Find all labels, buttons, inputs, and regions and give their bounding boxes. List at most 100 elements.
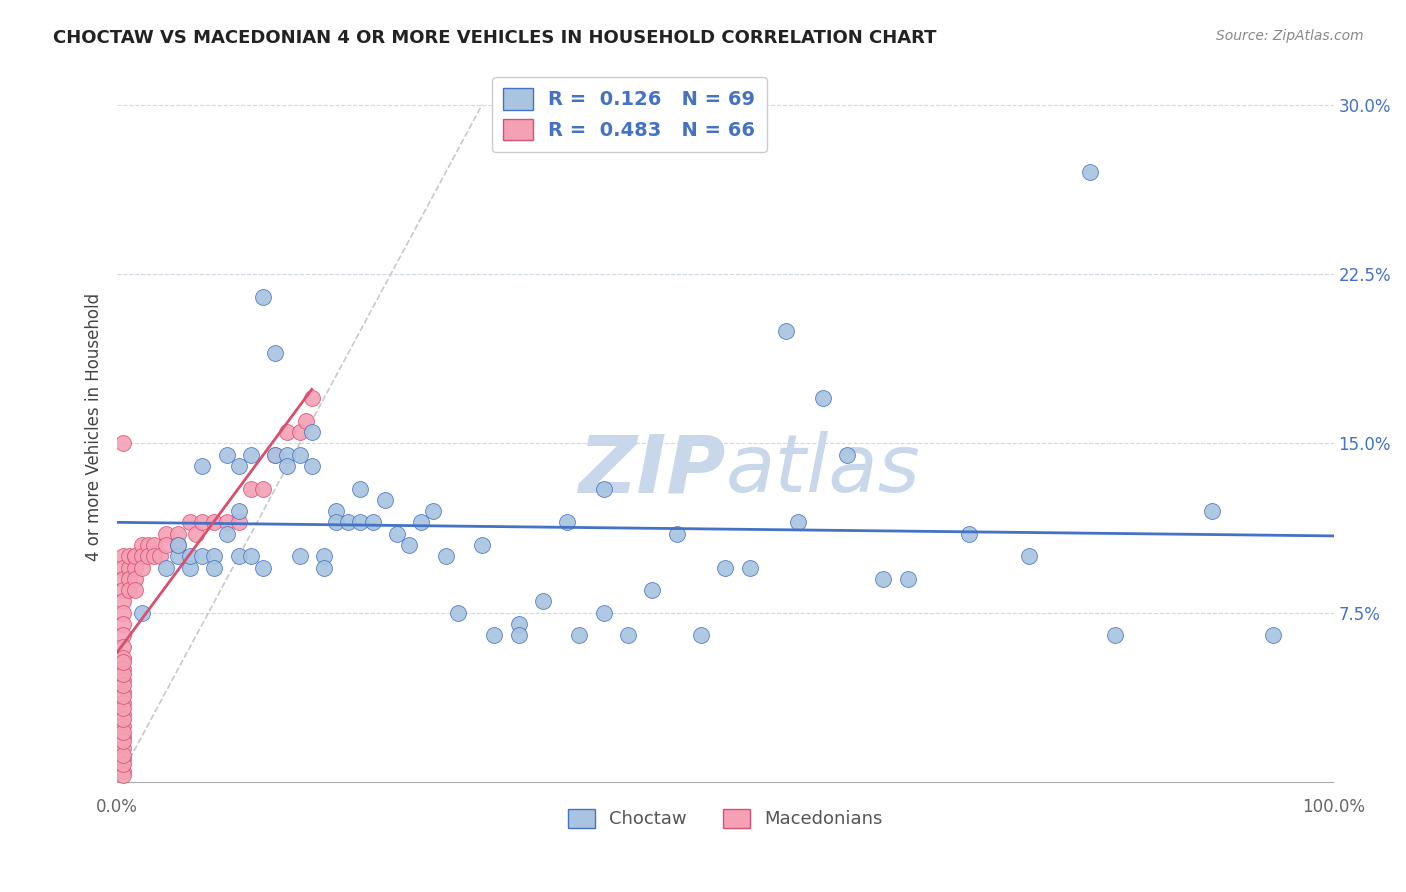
Y-axis label: 4 or more Vehicles in Household: 4 or more Vehicles in Household bbox=[86, 293, 103, 560]
Point bbox=[325, 516, 347, 530]
Point bbox=[592, 606, 614, 620]
Point bbox=[738, 560, 761, 574]
Point bbox=[617, 628, 640, 642]
Point bbox=[447, 606, 470, 620]
Point bbox=[312, 549, 335, 564]
Point bbox=[1201, 504, 1223, 518]
Point bbox=[124, 560, 146, 574]
Point bbox=[112, 718, 135, 732]
Point bbox=[349, 482, 371, 496]
Point bbox=[112, 757, 135, 772]
Point bbox=[118, 549, 141, 564]
Point bbox=[787, 516, 810, 530]
Point bbox=[484, 628, 506, 642]
Point bbox=[288, 549, 311, 564]
Point bbox=[112, 560, 135, 574]
Point bbox=[215, 516, 238, 530]
Point bbox=[179, 516, 201, 530]
Point bbox=[294, 414, 316, 428]
Point bbox=[228, 516, 250, 530]
Point bbox=[131, 538, 153, 552]
Point bbox=[411, 516, 433, 530]
Point bbox=[112, 678, 135, 692]
Point bbox=[112, 712, 135, 726]
Point bbox=[112, 747, 135, 762]
Point bbox=[811, 391, 834, 405]
Point bbox=[131, 606, 153, 620]
Point bbox=[508, 628, 530, 642]
Point bbox=[714, 560, 737, 574]
Point bbox=[136, 549, 159, 564]
Point bbox=[641, 583, 664, 598]
Point bbox=[118, 560, 141, 574]
Point bbox=[508, 617, 530, 632]
Point bbox=[186, 526, 208, 541]
Point bbox=[337, 516, 360, 530]
Point bbox=[252, 482, 274, 496]
Point bbox=[112, 594, 135, 608]
Point bbox=[1018, 549, 1040, 564]
Point bbox=[288, 448, 311, 462]
Point bbox=[872, 572, 894, 586]
Point bbox=[665, 526, 688, 541]
Point bbox=[191, 458, 214, 473]
Point bbox=[118, 583, 141, 598]
Point bbox=[398, 538, 420, 552]
Point bbox=[191, 549, 214, 564]
Point bbox=[215, 448, 238, 462]
Point bbox=[112, 764, 135, 778]
Point bbox=[228, 504, 250, 518]
Point bbox=[301, 425, 323, 439]
Point bbox=[252, 290, 274, 304]
Point bbox=[179, 560, 201, 574]
Point bbox=[112, 656, 135, 670]
Point bbox=[301, 458, 323, 473]
Point bbox=[385, 526, 408, 541]
Point bbox=[228, 549, 250, 564]
Point bbox=[112, 662, 135, 676]
Point bbox=[957, 526, 980, 541]
Point bbox=[131, 560, 153, 574]
Point bbox=[775, 324, 797, 338]
Point bbox=[112, 734, 135, 748]
Point bbox=[592, 482, 614, 496]
Point bbox=[204, 516, 226, 530]
Point bbox=[112, 549, 135, 564]
Point bbox=[167, 538, 190, 552]
Legend: Choctaw, Macedonians: Choctaw, Macedonians bbox=[561, 801, 890, 836]
Point bbox=[112, 583, 135, 598]
Point bbox=[690, 628, 713, 642]
Point bbox=[136, 538, 159, 552]
Point bbox=[276, 458, 298, 473]
Point bbox=[361, 516, 384, 530]
Point bbox=[124, 572, 146, 586]
Point bbox=[118, 572, 141, 586]
Point bbox=[112, 707, 135, 722]
Point bbox=[240, 549, 263, 564]
Point bbox=[112, 673, 135, 688]
Point bbox=[264, 346, 287, 360]
Point bbox=[471, 538, 494, 552]
Point bbox=[264, 448, 287, 462]
Point bbox=[112, 640, 135, 654]
Point bbox=[204, 549, 226, 564]
Text: atlas: atlas bbox=[725, 432, 920, 509]
Point bbox=[374, 492, 396, 507]
Point bbox=[112, 628, 135, 642]
Point bbox=[228, 458, 250, 473]
Point bbox=[112, 690, 135, 704]
Point bbox=[264, 448, 287, 462]
Point bbox=[276, 425, 298, 439]
Point bbox=[149, 549, 172, 564]
Point bbox=[325, 504, 347, 518]
Point bbox=[288, 425, 311, 439]
Point bbox=[301, 391, 323, 405]
Point bbox=[112, 617, 135, 632]
Point bbox=[155, 526, 177, 541]
Point bbox=[240, 448, 263, 462]
Point bbox=[112, 436, 135, 450]
Text: Source: ZipAtlas.com: Source: ZipAtlas.com bbox=[1216, 29, 1364, 43]
Text: CHOCTAW VS MACEDONIAN 4 OR MORE VEHICLES IN HOUSEHOLD CORRELATION CHART: CHOCTAW VS MACEDONIAN 4 OR MORE VEHICLES… bbox=[53, 29, 936, 46]
Point bbox=[112, 730, 135, 744]
Point bbox=[349, 516, 371, 530]
